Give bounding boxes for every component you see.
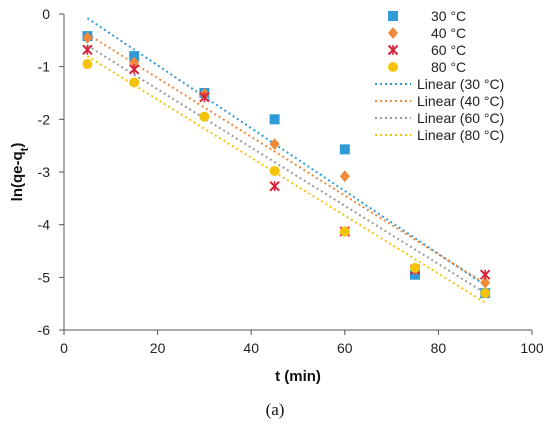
legend-marker (387, 44, 399, 56)
data-point-series-2 (269, 138, 280, 151)
x-tick-label: 60 (337, 340, 353, 356)
data-point-series-2 (339, 170, 350, 183)
data-point-series-4 (199, 111, 210, 122)
data-point-series-1 (269, 114, 280, 125)
x-axis-title: t (min) (275, 368, 321, 385)
data-point-series-2 (480, 276, 491, 289)
legend-marker (388, 11, 398, 21)
legend-label: 30 °C (431, 8, 466, 24)
y-tick-label: -6 (38, 322, 51, 338)
legend-label: Linear (40 °C) (417, 93, 504, 109)
data-point-series-4 (410, 262, 420, 273)
figure-caption: (a) (265, 400, 285, 419)
y-tick-label: -2 (38, 111, 51, 127)
legend-marker (388, 27, 398, 39)
data-point-series-4 (82, 59, 93, 70)
data-point-series-4 (129, 77, 140, 88)
trendline-2 (86, 33, 486, 285)
y-tick-label: -4 (38, 217, 51, 233)
data-point-series-4 (339, 226, 350, 237)
data-point-series-3 (479, 269, 491, 280)
y-axis-title: ln(qe-qt) (9, 143, 31, 202)
chart: 0 -1 -2 -3 -4 -5 -6 0 20 40 60 80 100 t (min) ln(qe-qt… (9, 6, 544, 385)
data-point-series-3 (199, 92, 210, 103)
legend-label: 80 °C (431, 59, 466, 75)
x-tick-label: 0 (60, 340, 68, 356)
axes: 0 -1 -2 -3 -4 -5 -6 0 20 40 60 80 100 t (min) ln(qe-qt… (9, 6, 544, 385)
legend-label: 60 °C (431, 42, 466, 58)
legend-label: Linear (30 °C) (417, 76, 504, 92)
x-tick-label: 20 (150, 340, 166, 356)
data-point-series-3 (82, 44, 93, 56)
x-tick-label: 80 (431, 340, 447, 356)
y-tick-label: -1 (38, 59, 51, 75)
trendline-1 (86, 17, 486, 287)
data-point-series-4 (480, 288, 491, 299)
legend-label: Linear (60 °C) (417, 110, 504, 126)
x-tick-label: 40 (243, 340, 259, 356)
trendlines (86, 17, 486, 304)
data-point-series-3 (269, 181, 280, 192)
x-tick-label: 100 (520, 340, 544, 356)
y-tick-label: -5 (38, 269, 51, 285)
y-tick-label: 0 (42, 6, 50, 22)
data-point-series-3 (128, 64, 140, 75)
legend-marker (388, 62, 398, 72)
trendline-3 (86, 44, 486, 294)
y-tick-label: -3 (38, 164, 51, 180)
data-point-series-2 (82, 31, 93, 44)
legend-label: Linear (80 °C) (417, 127, 504, 143)
data-point-series-1 (339, 144, 350, 155)
legend-label: 40 °C (431, 25, 466, 41)
data-point-series-1 (129, 51, 140, 62)
data-markers (82, 31, 491, 299)
data-point-series-4 (269, 165, 280, 176)
